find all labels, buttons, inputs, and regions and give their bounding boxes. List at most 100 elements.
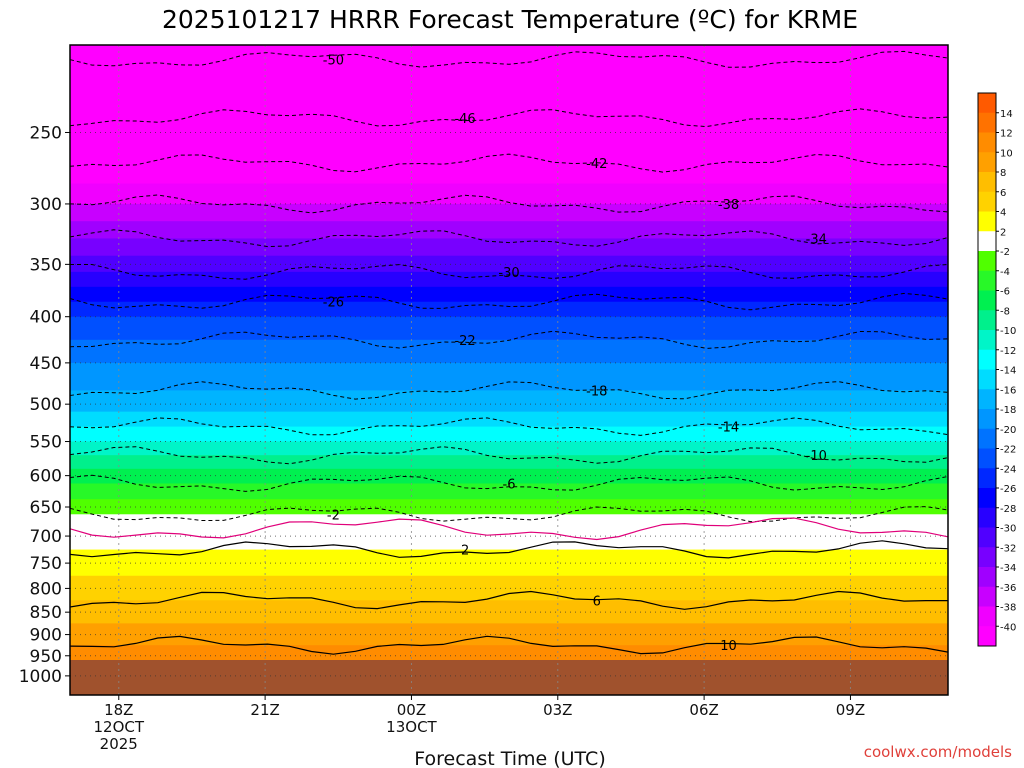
colorbar-swatch bbox=[978, 606, 996, 627]
colorbar-label: 2 bbox=[1000, 227, 1006, 238]
colorbar-label: -2 bbox=[1000, 247, 1010, 258]
colorbar-label: -8 bbox=[1000, 306, 1010, 317]
colorbar-swatch bbox=[978, 626, 996, 647]
colorbar-swatch bbox=[978, 527, 996, 548]
y-tick-label: 400 bbox=[30, 308, 62, 328]
colorbar-swatch bbox=[978, 251, 996, 272]
colorbar-swatch bbox=[978, 211, 996, 232]
colorbar-label: -36 bbox=[1000, 583, 1016, 594]
y-axis: 250 300 350 400 450 500 550 600 650 700 750 800 850 9… bbox=[19, 123, 70, 687]
colorbar-label: 6 bbox=[1000, 188, 1006, 199]
isotherm-label: -14 bbox=[718, 421, 739, 436]
y-tick-label: 950 bbox=[30, 647, 62, 667]
colorbar-label: 4 bbox=[1000, 208, 1006, 219]
colorbar-label: -30 bbox=[1000, 524, 1016, 535]
isotherm-label: -6 bbox=[503, 477, 516, 492]
y-tick-label: 650 bbox=[30, 498, 62, 518]
y-tick-label: 850 bbox=[30, 603, 62, 623]
isotherm-label: -38 bbox=[718, 198, 739, 213]
colorbar-label: -12 bbox=[1000, 346, 1016, 357]
x-tick-label: 12OCT bbox=[94, 718, 145, 736]
colorbar-swatch bbox=[978, 586, 996, 607]
colorbar-swatch bbox=[978, 270, 996, 291]
isotherm-label: -10 bbox=[806, 449, 827, 464]
isotherm-line bbox=[70, 292, 948, 311]
colorbar-swatch bbox=[978, 488, 996, 509]
colorbar-label: 10 bbox=[1000, 148, 1013, 159]
colorbar-swatch bbox=[978, 547, 996, 568]
colorbar-label: -16 bbox=[1000, 385, 1016, 396]
y-tick-label: 300 bbox=[30, 195, 62, 215]
colorbar-swatch bbox=[978, 567, 996, 588]
isotherm-line bbox=[70, 506, 948, 523]
colorbar-swatch bbox=[978, 290, 996, 311]
colorbar-label: -6 bbox=[1000, 287, 1010, 298]
colorbar-swatch bbox=[978, 349, 996, 370]
isotherm-line bbox=[70, 194, 948, 214]
x-tick-label: 2025 bbox=[100, 735, 138, 753]
colorbar-label: 12 bbox=[1000, 129, 1013, 140]
y-tick-label: 750 bbox=[30, 554, 62, 574]
ground-below-surface bbox=[70, 660, 948, 695]
y-tick-label: 550 bbox=[30, 433, 62, 453]
colorbar-label: -4 bbox=[1000, 267, 1010, 278]
colorbar-swatch bbox=[978, 507, 996, 528]
colorbar-swatch bbox=[978, 172, 996, 193]
colorbar-label: -34 bbox=[1000, 563, 1016, 574]
isotherm-label: -50 bbox=[323, 54, 344, 69]
colorbar-label: 8 bbox=[1000, 168, 1006, 179]
freezing-line bbox=[70, 517, 948, 541]
credit-text: coolwx.com/models bbox=[864, 743, 1012, 761]
isotherm-line bbox=[70, 635, 948, 655]
x-tick-label: 09Z bbox=[836, 701, 865, 719]
y-tick-label: 700 bbox=[30, 527, 62, 547]
isotherm-line bbox=[70, 229, 948, 248]
isotherm-line bbox=[70, 108, 948, 128]
colorbar-label: -38 bbox=[1000, 603, 1016, 614]
colorbar-label: -24 bbox=[1000, 464, 1016, 475]
isotherm-line bbox=[70, 590, 948, 610]
colorbar-swatch bbox=[978, 468, 996, 489]
isotherm-label: -46 bbox=[454, 112, 475, 127]
colorbar-swatch bbox=[978, 330, 996, 351]
chart-title: 2025101217 HRRR Forecast Temperature (ºC… bbox=[162, 5, 858, 34]
x-axis-label: Forecast Time (UTC) bbox=[414, 748, 605, 768]
colorbar-swatch bbox=[978, 310, 996, 331]
colorbar-label: -40 bbox=[1000, 622, 1016, 633]
isotherm-line bbox=[70, 264, 948, 280]
colorbar-label: -22 bbox=[1000, 445, 1016, 456]
isotherm-label: -34 bbox=[806, 232, 827, 247]
plot-area: -50-46-42-38-34-30-26-22-18-14-10-6-2261… bbox=[69, 44, 949, 696]
colorbar-label: 14 bbox=[1000, 109, 1013, 120]
colorbar-swatch bbox=[978, 448, 996, 469]
isotherm-label: -26 bbox=[323, 296, 344, 311]
x-tick-label: 06Z bbox=[689, 701, 718, 719]
colorbar-label: -26 bbox=[1000, 484, 1016, 495]
isotherm-label: 2 bbox=[461, 544, 469, 559]
x-tick-label: 00Z bbox=[397, 701, 426, 719]
isotherm-label: -42 bbox=[586, 157, 607, 172]
colorbar-swatch bbox=[978, 112, 996, 133]
colorbar-label: -14 bbox=[1000, 366, 1016, 377]
y-tick-label: 250 bbox=[30, 123, 62, 143]
colorbar-swatch bbox=[978, 369, 996, 390]
isotherm-line bbox=[70, 540, 948, 559]
y-tick-label: 600 bbox=[30, 467, 62, 487]
x-tick-label: 03Z bbox=[543, 701, 572, 719]
plot-frame bbox=[69, 44, 949, 696]
colorbar-label: -10 bbox=[1000, 326, 1016, 337]
isotherm-label: -2 bbox=[327, 508, 340, 523]
y-tick-label: 350 bbox=[30, 255, 62, 275]
isotherm-label: -30 bbox=[498, 266, 519, 281]
y-tick-label: 500 bbox=[30, 395, 62, 415]
isotherm-line bbox=[70, 50, 948, 68]
colorbar-swatch bbox=[978, 409, 996, 430]
isotherm-line bbox=[70, 330, 948, 349]
x-tick-label: 21Z bbox=[250, 701, 279, 719]
x-tick-label: 13OCT bbox=[386, 718, 437, 736]
y-tick-label: 900 bbox=[30, 626, 62, 646]
colorbar-swatch bbox=[978, 152, 996, 173]
isotherm-line bbox=[70, 474, 948, 492]
